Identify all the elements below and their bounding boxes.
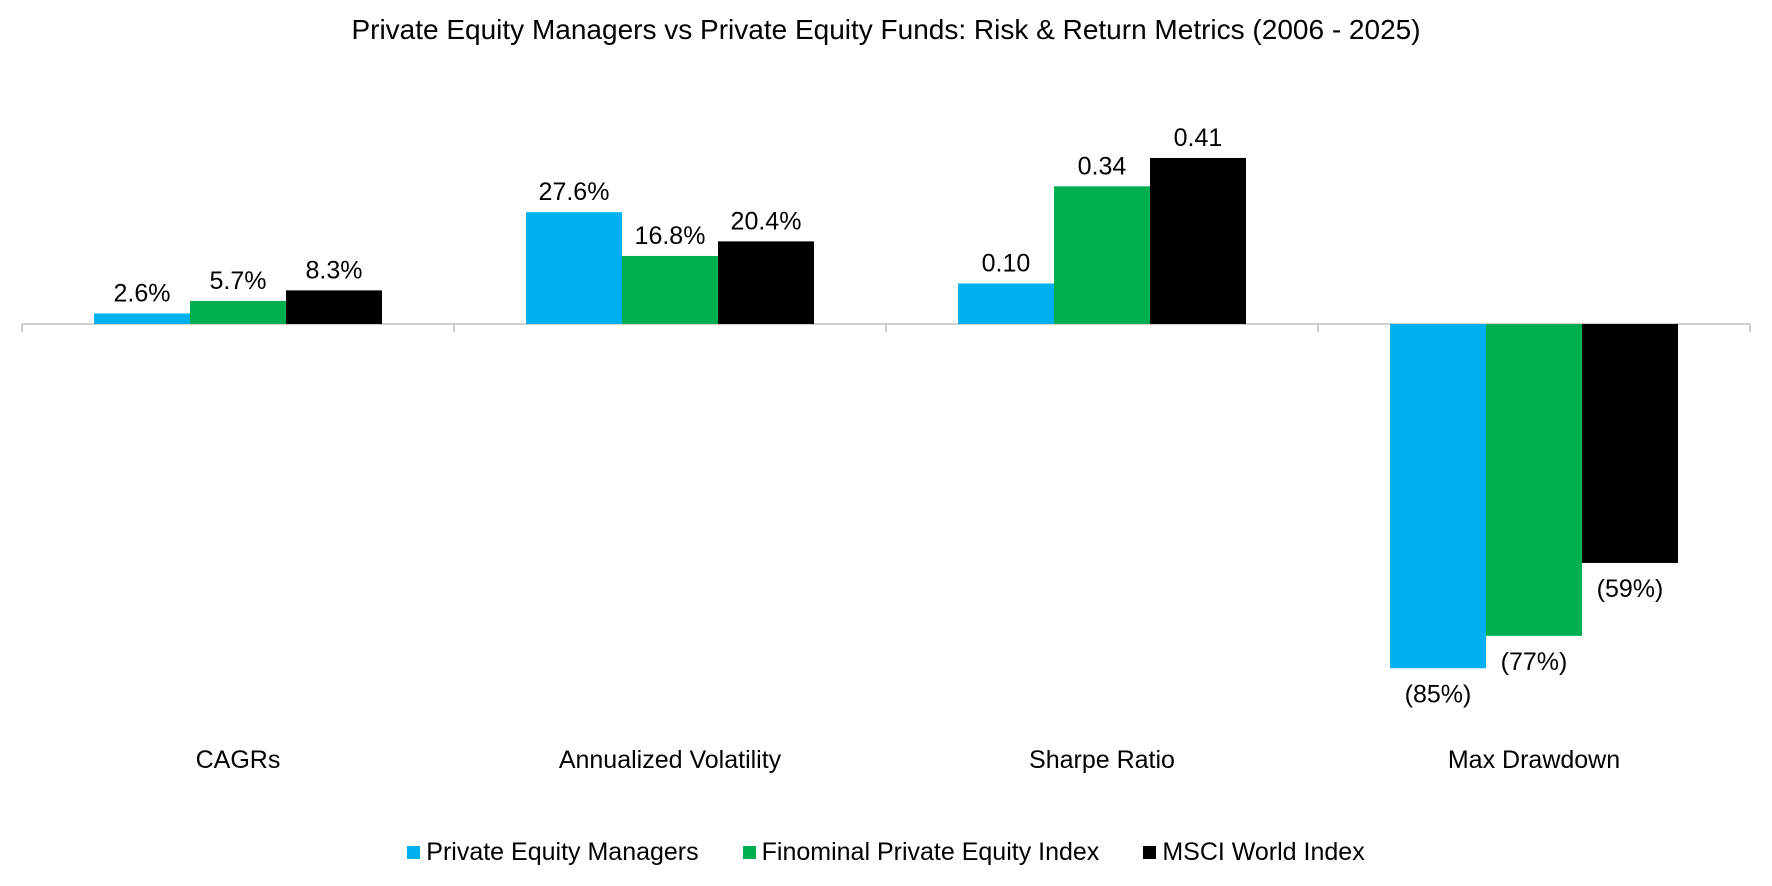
bar-2-0 <box>286 290 382 324</box>
bar-2-3 <box>1582 324 1678 563</box>
bar-2-1 <box>718 241 814 324</box>
data-label: 27.6% <box>539 178 610 206</box>
bar-1-3 <box>1486 324 1582 636</box>
category-label: Max Drawdown <box>1448 746 1620 774</box>
bar-0-2 <box>958 283 1054 324</box>
data-label: 2.6% <box>114 279 171 307</box>
bar-0-3 <box>1390 324 1486 669</box>
category-label: Annualized Volatility <box>559 746 782 774</box>
legend-swatch <box>407 846 421 859</box>
bar-0-0 <box>94 313 190 324</box>
data-label: (77%) <box>1501 648 1568 676</box>
legend-swatch <box>742 846 756 859</box>
chart-title: Private Equity Managers vs Private Equit… <box>351 14 1421 45</box>
legend-label: Finominal Private Equity Index <box>761 838 1100 866</box>
legend-item: Finominal Private Equity Index <box>742 838 1100 867</box>
legend-swatch <box>1143 846 1157 859</box>
bar-chart: 2.6% 5.7% 8.3% CAGRs 27.6% 16.8% 20.4% Annualiz… <box>21 124 1751 774</box>
data-label: 16.8% <box>635 222 706 250</box>
legend-item: Private Equity Managers <box>407 838 699 867</box>
category-label: Sharpe Ratio <box>1029 746 1175 774</box>
data-label: (85%) <box>1405 680 1472 708</box>
data-label: 5.7% <box>210 267 267 295</box>
data-label: 8.3% <box>306 256 363 284</box>
bar-2-2 <box>1150 157 1246 324</box>
bar-1-1 <box>622 255 718 324</box>
data-label: 20.4% <box>731 207 802 235</box>
legend-label: Private Equity Managers <box>426 838 699 866</box>
data-label: 0.41 <box>1174 124 1223 152</box>
bar-1-2 <box>1054 186 1150 324</box>
bar-1-0 <box>190 300 286 324</box>
data-label: 0.34 <box>1078 152 1127 180</box>
category-label: CAGRs <box>196 746 281 774</box>
legend-item: MSCI World Index <box>1143 838 1365 867</box>
data-label: 0.10 <box>982 250 1031 278</box>
legend: Private Equity Managers Finominal Private… <box>0 838 1772 867</box>
data-label: (59%) <box>1597 575 1664 603</box>
legend-label: MSCI World Index <box>1162 838 1365 866</box>
bar-0-1 <box>526 212 622 324</box>
